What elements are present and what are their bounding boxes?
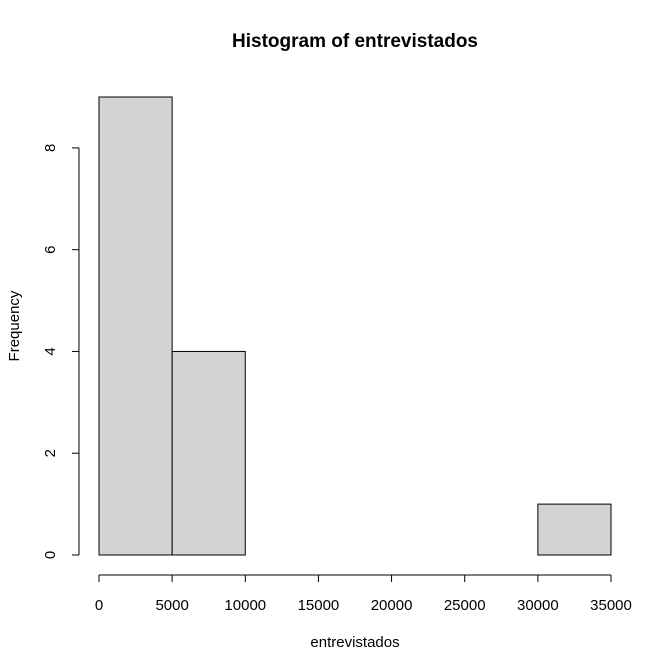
y-tick-label: 2 bbox=[42, 449, 59, 457]
x-tick-label: 20000 bbox=[371, 597, 413, 614]
y-tick-label: 0 bbox=[42, 551, 59, 559]
x-axis: 0 5000 10000 15000 20000 25000 30000 35000 bbox=[95, 574, 632, 614]
chart-title: Histogram of entrevistados bbox=[232, 31, 478, 52]
x-tick-label: 30000 bbox=[517, 597, 559, 614]
x-tick-label: 15000 bbox=[298, 597, 340, 614]
x-tick-label: 5000 bbox=[155, 597, 188, 614]
histogram-bar bbox=[98, 96, 173, 556]
y-tick-label: 6 bbox=[42, 245, 59, 253]
x-axis-label: entrevistados bbox=[310, 634, 399, 651]
y-axis: 0 2 4 6 8 bbox=[42, 144, 80, 559]
x-tick-label: 35000 bbox=[590, 597, 632, 614]
y-axis-label: Frequency bbox=[6, 290, 23, 361]
histogram-bar bbox=[171, 350, 246, 556]
histogram-bar bbox=[537, 503, 612, 556]
x-tick-label: 25000 bbox=[444, 597, 486, 614]
x-tick-label: 0 bbox=[95, 597, 103, 614]
y-tick-label: 4 bbox=[42, 347, 59, 355]
x-tick-label: 10000 bbox=[224, 597, 266, 614]
y-tick-label: 8 bbox=[42, 144, 59, 152]
bars-group bbox=[98, 96, 612, 556]
